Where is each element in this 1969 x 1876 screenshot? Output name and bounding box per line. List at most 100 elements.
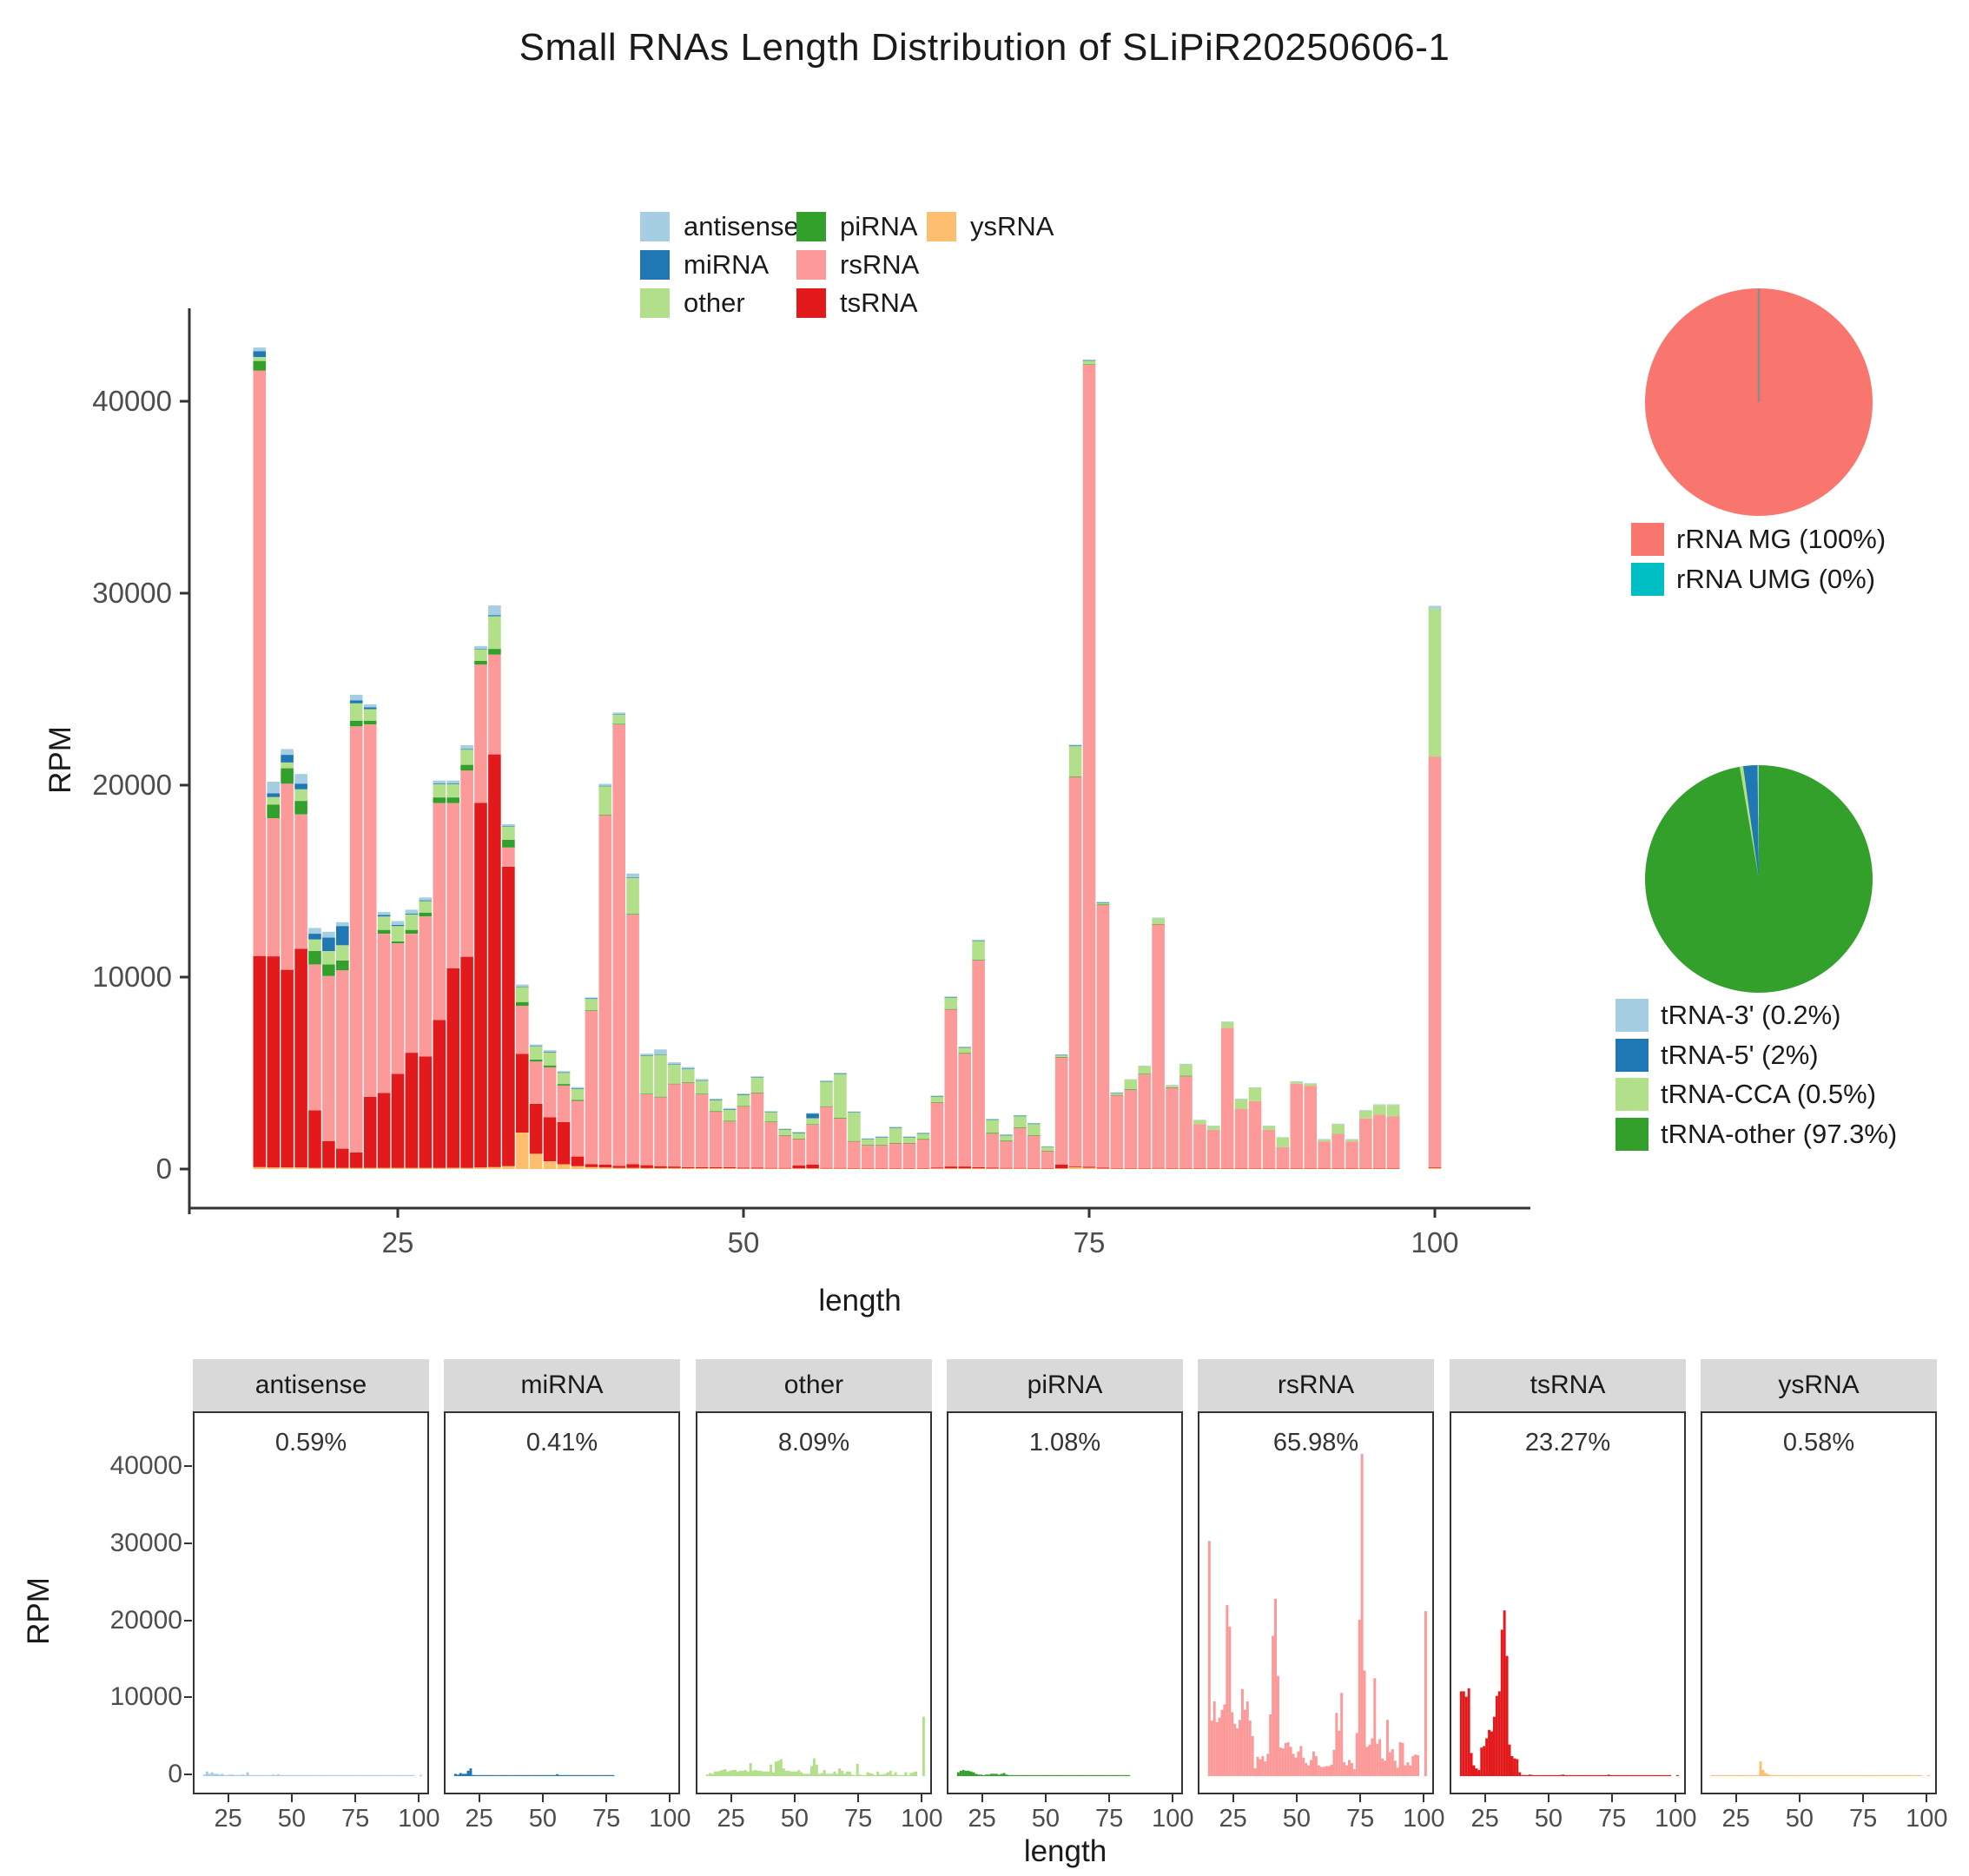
legend-item-label: ysRNA: [970, 211, 1054, 241]
bar-segment-rsRNA-len23: [363, 724, 377, 1097]
facet-bar-rsRNA-len75: [1360, 1454, 1364, 1776]
bar-segment-antisense-len19: [308, 928, 321, 934]
bar-segment-antisense-len62: [902, 1136, 916, 1138]
facet-bar-ysRNA-len97: [1919, 1774, 1923, 1776]
bar-segment-piRNA-len29: [446, 797, 459, 803]
facet-bar-miRNA-len76: [609, 1774, 612, 1776]
bar-segment-tsRNA-len94: [1345, 1168, 1358, 1169]
facet-bar-antisense-len83: [376, 1774, 380, 1776]
main-y-tick-label: 40000: [92, 385, 172, 417]
bar-segment-tsRNA-len69: [1000, 1167, 1013, 1169]
bar-segment-other-len71: [1027, 1123, 1041, 1136]
facet-bar-rsRNA-len53: [1305, 1762, 1308, 1776]
facet-bar-ysRNA-len41: [1777, 1774, 1780, 1776]
facet-strip-tsRNA: tsRNA: [1450, 1359, 1686, 1411]
facet-x-tick-label: 75: [1345, 1805, 1375, 1833]
bar-segment-tsRNA-len97: [1386, 1168, 1400, 1169]
facet-bar-antisense-len62: [322, 1774, 326, 1776]
bar-segment-miRNA-len43: [640, 1054, 653, 1056]
facet-bar-miRNA-len37: [510, 1774, 513, 1776]
facet-bar-tsRNA-len28: [1492, 1716, 1496, 1776]
facet-bar-antisense-len67: [335, 1774, 339, 1776]
facet-bar-rsRNA-len58: [1317, 1765, 1320, 1776]
bar-segment-miRNA-len53: [778, 1129, 792, 1130]
bar-segment-piRNA-len18: [294, 801, 307, 815]
bar-segment-tsRNA-len40: [598, 1164, 612, 1168]
facet-percent-rsRNA: 65.98%: [1272, 1429, 1359, 1457]
bar-segment-antisense-len17: [281, 749, 294, 756]
bar-segment-rsRNA-len81: [1166, 1087, 1179, 1168]
facet-bar-antisense-len46: [281, 1774, 285, 1776]
bar-segment-rsRNA-len60: [875, 1145, 889, 1168]
bar-segment-rsRNA-len38: [571, 1100, 585, 1157]
facet-bar-rsRNA-len57: [1314, 1755, 1318, 1776]
bar-segment-other-len21: [336, 945, 349, 961]
facet-bar-other-len66: [836, 1774, 839, 1776]
bar-segment-tsRNA-len35: [529, 1103, 543, 1154]
facet-bar-rsRNA-len76: [1363, 1670, 1366, 1776]
pie-legend-item-tRNA-CCA (0.5%): tRNA-CCA (0.5%): [1616, 1078, 1876, 1111]
facet-bar-tsRNA-len50: [1549, 1774, 1552, 1776]
facet-bar-antisense-len30: [241, 1774, 244, 1776]
bar-segment-rsRNA-len31: [474, 664, 487, 803]
bar-segment-piRNA-len68: [986, 1133, 999, 1134]
facet-bar-antisense-len87: [386, 1774, 389, 1776]
bar-segment-other-len97: [1386, 1105, 1400, 1117]
bar-segment-other-len40: [598, 785, 612, 816]
bar-segment-piRNA-len47: [695, 1093, 709, 1094]
facet-x-tick-label: 25: [968, 1805, 996, 1833]
bar-segment-ysRNA-len36: [543, 1161, 557, 1169]
bar-segment-piRNA-len76: [1096, 904, 1110, 906]
facet-bar-rsRNA-len85: [1385, 1720, 1389, 1776]
bar-segment-miRNA-len72: [1041, 1146, 1054, 1147]
facet-bar-antisense-len58: [312, 1774, 315, 1776]
facet-bar-piRNA-len82: [1127, 1774, 1131, 1776]
facet-bar-piRNA-len37: [1013, 1774, 1016, 1776]
facet-bar-antisense-len76: [358, 1774, 361, 1776]
facet-bar-rsRNA-len27: [1239, 1720, 1241, 1776]
bar-segment-ysRNA-len64: [930, 1168, 944, 1169]
facet-bar-piRNA-len24: [980, 1774, 983, 1776]
bar-segment-other-len45: [668, 1064, 681, 1084]
bar-segment-antisense-len51: [750, 1076, 764, 1078]
facet-bar-piRNA-len56: [1061, 1774, 1064, 1776]
facet-bar-other-len87: [889, 1770, 892, 1776]
bar-segment-tsRNA-len100: [1428, 1167, 1442, 1168]
legend-item-antisense: antisense: [640, 211, 799, 242]
facet-bar-rsRNA-len91: [1401, 1742, 1404, 1776]
facet-bar-rsRNA-len45: [1284, 1742, 1287, 1776]
bar-segment-tsRNA-len33: [502, 866, 515, 1166]
bar-segment-piRNA-len61: [889, 1142, 902, 1144]
bar-segment-other-len69: [1000, 1134, 1013, 1141]
bar-segment-ysRNA-len68: [986, 1168, 999, 1169]
facet-bar-rsRNA-len84: [1384, 1760, 1386, 1776]
legend-item-miRNA: miRNA: [640, 249, 769, 281]
bar-segment-tsRNA-len16: [267, 956, 280, 1168]
pie-legend-label: rRNA MG (100%): [1676, 524, 1886, 554]
facet-bar-other-len20: [718, 1770, 722, 1776]
rsRNA-swatch-icon: [796, 250, 826, 280]
facet-bar-antisense-len50: [292, 1774, 295, 1776]
facet-bar-miRNA-len35: [505, 1774, 508, 1776]
facet-x-tick-label: 75: [1848, 1805, 1878, 1833]
facet-bar-piRNA-len17: [961, 1769, 965, 1776]
bar-segment-tsRNA-len27: [419, 1056, 433, 1168]
facet-bar-tsRNA-len60: [1574, 1774, 1577, 1776]
facet-bar-piRNA-len73: [1104, 1774, 1107, 1776]
bar-segment-piRNA-len17: [281, 768, 294, 784]
facet-bar-piRNA-len26: [985, 1774, 988, 1776]
bar-segment-other-len85: [1220, 1021, 1234, 1028]
bar-segment-tsRNA-len57: [834, 1167, 847, 1169]
facet-bar-miRNA-len58: [563, 1774, 566, 1776]
pie-legend-label: rRNA UMG (0%): [1676, 563, 1876, 594]
bar-segment-other-len42: [626, 877, 639, 915]
bar-segment-other-len61: [889, 1127, 902, 1143]
facet-bar-antisense-len18: [210, 1772, 214, 1776]
bar-segment-ysRNA-len34: [516, 1133, 529, 1169]
facet-bar-miRNA-len62: [573, 1774, 577, 1776]
facet-bar-other-len26: [734, 1769, 737, 1776]
facet-bar-piRNA-len43: [1027, 1774, 1031, 1776]
facet-bar-tsRNA-len22: [1477, 1769, 1481, 1776]
bar-segment-antisense-len20: [322, 931, 335, 938]
facet-mini-chart-miRNA: [453, 1768, 615, 1777]
